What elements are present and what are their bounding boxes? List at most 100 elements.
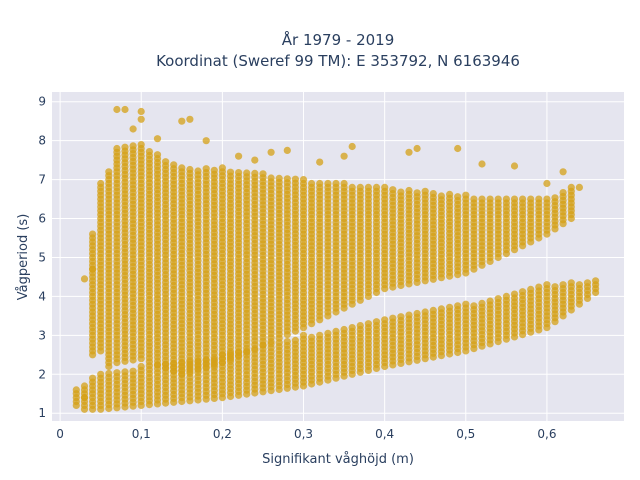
data-point [348,142,356,151]
data-point [510,195,519,203]
data-point [218,164,226,172]
data-point [275,174,283,182]
y-tick-label: 1 [38,406,46,420]
data-point [454,193,462,201]
x-tick-label: 0,3 [294,427,313,441]
data-point [421,187,429,195]
data-point [535,195,543,203]
chart-title-line2: Koordinat (Sweref 99 TM): E 353792, N 61… [156,52,520,70]
data-point [494,195,502,203]
data-point [97,370,105,378]
data-point [356,183,364,191]
y-tick-label: 9 [38,95,46,109]
data-point [340,179,348,188]
y-tick-labels: 1 2 3 4 5 6 7 8 9 [38,95,46,420]
data-point [137,362,145,371]
data-point [332,327,340,335]
x-tick-label: 0,5 [456,427,475,441]
data-point [405,186,413,195]
y-tick-label: 2 [38,367,46,381]
data-point [372,183,381,191]
data-point [251,169,259,177]
data-point [137,115,145,123]
data-point [551,283,559,291]
chart-title-line1: År 1979 - 2019 [282,30,395,49]
data-point [186,115,194,123]
data-point [510,162,519,170]
data-point [413,144,421,153]
data-point [551,194,559,202]
data-point [259,170,267,178]
data-point [202,137,210,145]
data-point [210,166,218,174]
data-point [113,369,121,377]
data-point [462,300,470,308]
data-point [413,189,421,197]
data-point [113,105,121,114]
data-point [446,190,454,198]
data-point [243,169,251,177]
data-point [170,161,178,169]
x-tick-label: 0,4 [375,427,394,441]
data-point [429,190,437,198]
y-tick-label: 5 [38,250,46,264]
data-point [137,141,145,149]
data-point [567,183,575,191]
data-point [72,386,80,394]
data-point [559,168,567,176]
data-point [356,322,364,330]
data-point [316,179,324,188]
data-point [283,175,291,183]
data-point [437,305,445,313]
data-point [121,143,129,151]
data-point [235,152,243,160]
data-point [121,105,129,114]
data-point [567,279,575,287]
data-point [299,331,308,339]
data-point [113,144,121,153]
x-axis-label: Signifikant våghöjd (m) [262,452,414,467]
data-point [89,265,97,273]
y-tick-label: 8 [38,134,46,148]
data-point [575,281,584,289]
data-point [153,135,162,143]
data-point [364,183,372,191]
data-point [137,107,145,116]
data-point [559,189,567,197]
data-point [80,394,89,402]
data-point [89,374,97,382]
data-point [397,313,405,321]
data-point [543,179,551,188]
data-point [153,151,162,159]
x-tick-label: 0,6 [537,427,556,441]
data-point [543,281,551,289]
data-point [462,191,470,199]
data-point [316,158,324,166]
data-point [381,316,389,324]
y-tick-label: 4 [38,289,46,303]
data-point [267,148,275,156]
data-point [454,144,462,153]
data-point [283,338,291,346]
x-tick-labels: 0 0,1 0,2 0,3 0,4 0,5 0,6 [56,427,556,441]
data-point [575,183,584,191]
y-axis-label: Vågperiod (s) [16,214,31,301]
data-point [519,288,527,296]
data-point [283,146,291,154]
x-tick-label: 0,1 [132,427,151,441]
data-point [421,308,429,316]
data-point [251,156,259,164]
data-point [324,179,332,188]
data-point [372,318,381,326]
data-point [519,195,527,203]
data-point [202,165,210,173]
data-point [381,183,389,191]
data-point [478,160,486,168]
data-point [105,369,113,378]
data-point [446,303,454,311]
data-point [291,175,299,183]
data-point [429,306,437,314]
data-point [494,295,502,303]
